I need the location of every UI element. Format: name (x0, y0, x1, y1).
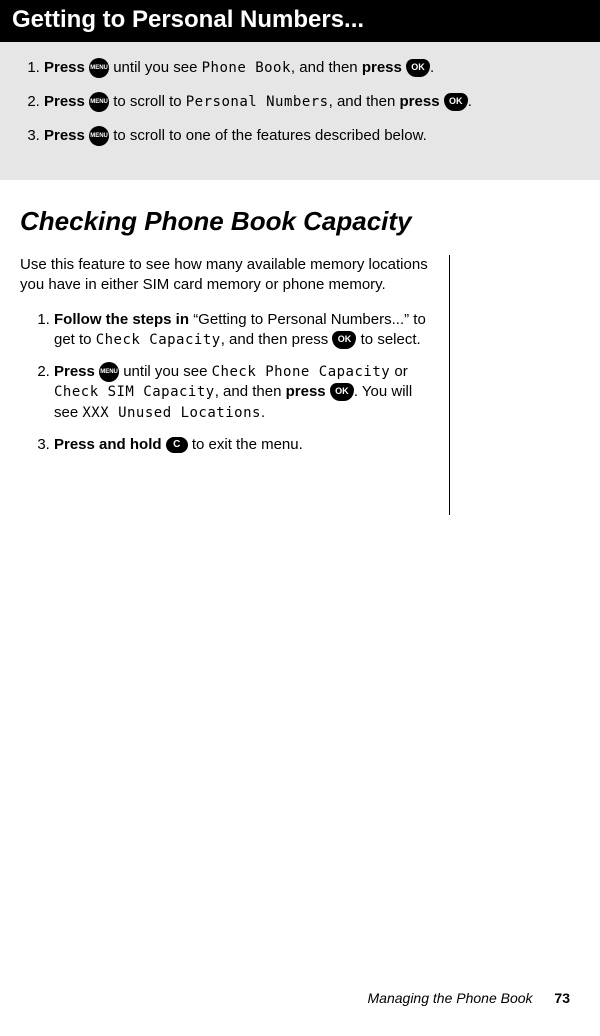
body-step-2-mono1: Check Phone Capacity (212, 364, 391, 380)
nav-step-1-lead: Press (44, 59, 85, 76)
menu-icon: MENU (99, 362, 119, 382)
body-step-2-mono2: Check SIM Capacity (54, 384, 215, 400)
ok-icon: OK (330, 383, 354, 401)
nav-step-3-lead: Press (44, 127, 85, 144)
nav-step-1: Press MENU until you see Phone Book, and… (44, 56, 580, 80)
nav-step-1-lead2: press (362, 59, 402, 76)
nav-step-2-lead2: press (400, 93, 440, 110)
body-steps-list: Follow the steps in “Getting to Personal… (20, 310, 431, 456)
ok-icon: OK (406, 59, 430, 77)
menu-icon: MENU (89, 126, 109, 146)
page-root: Getting to Personal Numbers... Press MEN… (0, 0, 600, 1036)
body-step-3-lead: Press and hold (54, 436, 162, 453)
body-step-1-lead: Follow the steps in (54, 311, 189, 328)
body-step-1-mono: Check Capacity (96, 332, 221, 348)
nav-step-2-lead: Press (44, 93, 85, 110)
body-step-1-c: , and then press (221, 331, 329, 348)
body-step-2-or: or (394, 363, 407, 380)
c-icon: C (166, 437, 188, 453)
page-footer: Managing the Phone Book 73 (368, 990, 570, 1006)
subsection-title: Checking Phone Book Capacity (20, 206, 580, 237)
nav-step-3: Press MENU to scroll to one of the featu… (44, 124, 580, 148)
body-step-2-c: , and then (215, 383, 282, 400)
body-step-3: Press and hold C to exit the menu. (54, 435, 431, 455)
body-step-2-b: until you see (123, 363, 207, 380)
nav-step-2: Press MENU to scroll to Personal Numbers… (44, 90, 580, 114)
body-step-2-mono3: XXX Unused Locations (82, 405, 261, 421)
body-step-3-b: to exit the menu. (192, 436, 303, 453)
nav-step-3-text-b: to scroll to one of the features describ… (113, 127, 427, 144)
body-wrap: Use this feature to see how many availab… (20, 255, 580, 515)
ok-icon: OK (444, 93, 468, 111)
menu-icon: MENU (89, 58, 109, 78)
nav-step-2-text-c: , and then (329, 93, 396, 110)
nav-steps-list: Press MENU until you see Phone Book, and… (24, 56, 580, 148)
nav-steps-box: Press MENU until you see Phone Book, and… (0, 42, 600, 180)
nav-step-1-mono: Phone Book (202, 60, 291, 76)
menu-icon: MENU (89, 92, 109, 112)
body-step-2: Press MENU until you see Check Phone Cap… (54, 362, 431, 423)
body-step-1-d: to select. (361, 331, 421, 348)
body-step-2-lead: Press (54, 363, 95, 380)
body-step-1: Follow the steps in “Getting to Personal… (54, 310, 431, 351)
section-header-bar: Getting to Personal Numbers... (0, 0, 600, 42)
nav-step-1-text-c: , and then (291, 59, 358, 76)
intro-paragraph: Use this feature to see how many availab… (20, 255, 431, 296)
nav-step-2-mono: Personal Numbers (186, 94, 329, 110)
left-column: Use this feature to see how many availab… (20, 255, 450, 515)
footer-page-number: 73 (554, 990, 570, 1006)
footer-label: Managing the Phone Book (368, 990, 533, 1006)
section-header-title: Getting to Personal Numbers... (12, 6, 364, 33)
nav-step-2-text-b: to scroll to (113, 93, 181, 110)
body-step-2-lead2: press (286, 383, 326, 400)
nav-step-1-text-b: until you see (113, 59, 197, 76)
ok-icon: OK (332, 331, 356, 349)
